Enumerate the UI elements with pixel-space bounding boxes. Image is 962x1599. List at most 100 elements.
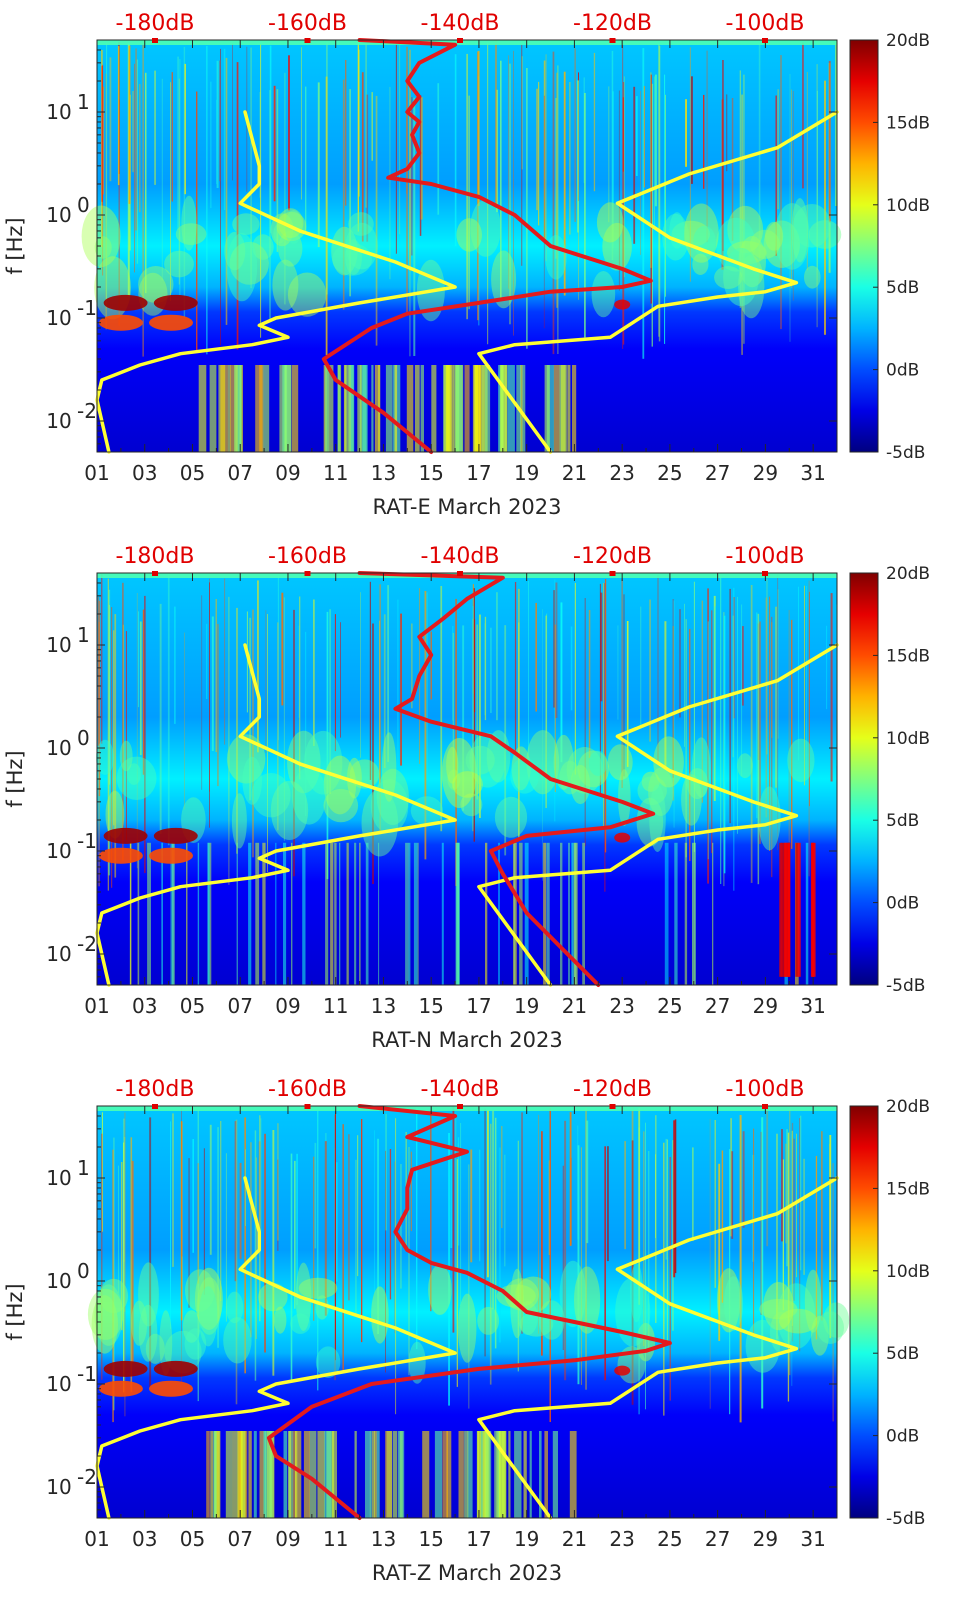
- y-tick-exponent: 0: [77, 193, 90, 217]
- x-tick-label: 23: [609, 994, 634, 1018]
- x-tick-label: 29: [753, 461, 778, 485]
- x-tick-label: 25: [657, 994, 682, 1018]
- x-tick-label: 19: [514, 994, 539, 1018]
- chart-svg: 01 03 05 07 09 11 13 15 17 19 21 23 25 27 29 3110-210-1…: [3, 1077, 930, 1585]
- colorbar-label: 20dB: [886, 31, 930, 51]
- x-tick-label: 31: [800, 461, 825, 485]
- top-db-tick-marker: [304, 38, 311, 43]
- colorbar: [849, 572, 879, 986]
- y-tick-label: 10: [46, 1372, 71, 1396]
- series-red-median-psd: [357, 571, 656, 987]
- colorbar-label: 15dB: [886, 113, 930, 133]
- y-tick-exponent: -1: [77, 1362, 97, 1386]
- x-tick-label: 25: [657, 1527, 682, 1551]
- colorbar-label: -5dB: [886, 443, 925, 463]
- x-tick-label: 15: [418, 994, 443, 1018]
- colorbar-label: 15dB: [886, 646, 930, 666]
- top-db-label: -140dB: [421, 11, 500, 36]
- y-tick-exponent: -1: [77, 829, 97, 853]
- top-db-tick-marker: [609, 1104, 616, 1109]
- y-tick-exponent: -1: [77, 296, 97, 320]
- x-tick-label: 21: [562, 1527, 587, 1551]
- x-tick-label: 31: [800, 994, 825, 1018]
- y-tick-exponent: -2: [77, 399, 97, 423]
- x-tick-label: 11: [323, 461, 348, 485]
- top-db-tick-marker: [457, 571, 463, 576]
- series-yellow-low-noise-model: [95, 110, 457, 454]
- y-tick-label: 10: [46, 1475, 71, 1499]
- x-tick-label: 29: [753, 1527, 778, 1551]
- top-db-label: -100dB: [726, 1077, 805, 1102]
- top-db-tick-marker: [609, 38, 616, 43]
- x-axis-title: RAT-N March 2023: [371, 1028, 562, 1052]
- x-tick-label: 15: [418, 1527, 443, 1551]
- colorbar-label: -5dB: [886, 1509, 925, 1529]
- x-tick-label: 03: [132, 994, 157, 1018]
- x-tick-label: 27: [705, 461, 730, 485]
- x-tick-label: 01: [84, 994, 109, 1018]
- series-yellow-high-noise-model: [477, 110, 839, 454]
- top-db-label: -160dB: [268, 1077, 347, 1102]
- series-yellow-high-noise-model: [477, 1176, 839, 1520]
- spectrogram-background: [97, 573, 837, 985]
- x-tick-label: 05: [180, 1527, 205, 1551]
- top-db-tick-marker: [304, 1104, 311, 1109]
- x-tick-label: 09: [275, 1527, 300, 1551]
- spectrogram-texture: [81, 40, 842, 452]
- top-db-tick-marker: [152, 1104, 158, 1109]
- x-tick-label: 13: [371, 1527, 396, 1551]
- x-tick-label: 17: [466, 994, 491, 1018]
- x-tick-label: 07: [227, 994, 252, 1018]
- spectrogram-texture: [87, 1106, 850, 1518]
- top-db-tick-marker: [457, 1104, 463, 1109]
- x-tick-label: 03: [132, 1527, 157, 1551]
- x-tick-label: 19: [514, 1527, 539, 1551]
- x-tick-label: 27: [705, 1527, 730, 1551]
- y-axis-title: f [Hz]: [3, 217, 27, 274]
- x-tick-label: 29: [753, 994, 778, 1018]
- top-db-tick-marker: [762, 38, 768, 43]
- x-tick-label: 13: [371, 461, 396, 485]
- top-db-label: -120dB: [573, 11, 652, 36]
- top-db-label: -120dB: [573, 544, 652, 569]
- chart-svg: 01 03 05 07 09 11 13 15 17 19 21 23 25 27 29 3110-210-1…: [3, 544, 930, 1052]
- colorbar-label: 10dB: [886, 729, 930, 749]
- x-axis-title: RAT-Z March 2023: [372, 1561, 562, 1585]
- series-red-median-psd: [321, 38, 653, 454]
- colorbar-label: 0dB: [886, 1427, 919, 1447]
- x-tick-label: 27: [705, 994, 730, 1018]
- top-db-label: -140dB: [421, 544, 500, 569]
- x-tick-label: 17: [466, 1527, 491, 1551]
- series-yellow-low-noise-model: [95, 643, 457, 987]
- y-tick-label: 10: [46, 306, 71, 330]
- colorbar-label: 20dB: [886, 564, 930, 584]
- y-tick-label: 10: [46, 1269, 71, 1293]
- colorbar-label: 0dB: [886, 361, 919, 381]
- x-tick-label: 15: [418, 461, 443, 485]
- y-tick-exponent: -2: [77, 1465, 97, 1489]
- x-tick-label: 17: [466, 461, 491, 485]
- colorbar-label: 10dB: [886, 196, 930, 216]
- colorbar-label: 0dB: [886, 894, 919, 914]
- y-tick-exponent: 1: [77, 1156, 90, 1180]
- chart-svg: 01 03 05 07 09 11 13 15 17 19 21 23 25 27 29 3110-210-1…: [3, 11, 930, 519]
- x-tick-label: 11: [323, 994, 348, 1018]
- top-db-tick-marker: [762, 571, 768, 576]
- x-tick-label: 09: [275, 994, 300, 1018]
- x-tick-label: 13: [371, 994, 396, 1018]
- panel-rat-n: 01 03 05 07 09 11 13 15 17 19 21 23 25 27 29 31 10 -2 10 -1…: [0, 533, 962, 1066]
- top-db-label: -100dB: [726, 11, 805, 36]
- y-tick-exponent: 1: [77, 623, 90, 647]
- panel-rat-e: 01 03 05 07 09 11 13 15 17 19 21 23 25 27 29 31 10 -2 10 -1…: [0, 0, 962, 533]
- top-db-tick-marker: [152, 38, 158, 43]
- colorbar-label: 10dB: [886, 1262, 930, 1282]
- top-db-label: -160dB: [268, 11, 347, 36]
- x-tick-label: 11: [323, 1527, 348, 1551]
- y-tick-label: 10: [46, 203, 71, 227]
- colorbar-label: 5dB: [886, 811, 919, 831]
- y-tick-label: 10: [46, 1166, 71, 1190]
- top-db-tick-marker: [304, 571, 311, 576]
- top-db-label: -100dB: [726, 544, 805, 569]
- colorbar-label: 20dB: [886, 1097, 930, 1117]
